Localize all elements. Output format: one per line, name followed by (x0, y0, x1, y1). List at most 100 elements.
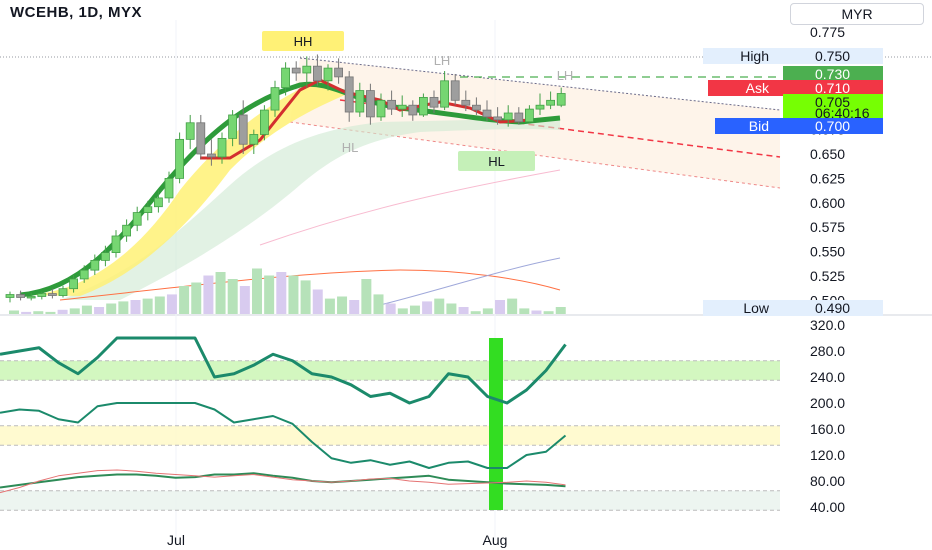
price-label-box (783, 66, 883, 82)
candle[interactable] (249, 129, 259, 154)
candle[interactable] (122, 219, 131, 242)
candle[interactable] (217, 132, 227, 164)
candle[interactable] (493, 107, 503, 125)
candle[interactable] (101, 245, 110, 267)
candle[interactable] (365, 83, 375, 125)
candle[interactable] (69, 275, 78, 293)
volume-bar (422, 301, 433, 314)
volume-bar (385, 303, 396, 314)
candle[interactable] (514, 107, 524, 125)
candle[interactable] (376, 93, 386, 121)
candle[interactable] (525, 105, 534, 123)
candle[interactable] (355, 82, 365, 117)
candle-body (493, 116, 503, 121)
candles-layer[interactable] (5, 54, 566, 303)
candle-body (196, 122, 206, 155)
candle[interactable] (79, 265, 89, 283)
candle[interactable] (334, 58, 344, 84)
candle[interactable] (37, 291, 47, 300)
candle[interactable] (556, 87, 566, 108)
volume-bar (482, 308, 493, 314)
currency-button[interactable]: MYR (790, 3, 924, 25)
price-tick: 0.775 (810, 24, 845, 40)
volume-bar (349, 300, 360, 314)
candle[interactable] (408, 100, 418, 121)
indicator-layer (0, 336, 780, 511)
candle-body (48, 293, 57, 296)
candle[interactable] (26, 292, 36, 301)
volume-bar (531, 310, 542, 314)
candle[interactable] (291, 61, 301, 81)
price-tick: 0.575 (810, 219, 845, 235)
candle[interactable] (482, 100, 492, 121)
volume-layer (9, 268, 566, 314)
candle-body (217, 137, 227, 158)
candle[interactable] (206, 139, 216, 166)
candle[interactable] (111, 230, 121, 258)
candle[interactable] (397, 95, 407, 117)
indicator-tick: 280.0 (810, 343, 845, 359)
candle[interactable] (471, 97, 481, 115)
candle[interactable] (16, 290, 26, 301)
candle[interactable] (503, 105, 513, 127)
candle[interactable] (5, 291, 15, 303)
price-tick: 0.650 (810, 146, 845, 162)
candle[interactable] (461, 90, 471, 112)
candle[interactable] (90, 254, 100, 276)
candle-body (334, 67, 344, 78)
volume-bar (519, 308, 530, 314)
candle-body (90, 259, 100, 271)
price-label-name: Ask (746, 80, 770, 96)
candle[interactable] (418, 93, 428, 117)
candle[interactable] (48, 288, 57, 299)
candle[interactable] (450, 73, 460, 106)
candle[interactable] (185, 114, 195, 150)
candle[interactable] (196, 114, 206, 159)
candle-body (111, 235, 121, 253)
candle-body (376, 99, 386, 118)
candle[interactable] (344, 71, 354, 122)
volume-bar (45, 311, 56, 314)
candle[interactable] (58, 285, 68, 298)
candle[interactable] (429, 90, 439, 114)
candle[interactable] (175, 132, 185, 184)
candle[interactable] (259, 105, 269, 141)
candle[interactable] (228, 110, 238, 147)
candle[interactable] (546, 91, 555, 110)
candle[interactable] (535, 93, 545, 115)
volume-bar (191, 282, 202, 314)
candle[interactable] (312, 54, 322, 86)
candle-body (503, 112, 513, 121)
candle[interactable] (387, 90, 397, 115)
volume-bar (507, 298, 518, 314)
price-label-tag (708, 80, 783, 96)
candle[interactable] (323, 64, 333, 91)
candle[interactable] (281, 62, 291, 96)
candle-body (79, 269, 89, 280)
volume-bar (288, 275, 299, 314)
candle[interactable] (143, 200, 153, 221)
candle-body (228, 114, 238, 139)
candle[interactable] (238, 100, 248, 154)
candle[interactable] (153, 190, 163, 213)
candle-body (69, 278, 78, 290)
volume-bar (94, 307, 105, 314)
price-label-value: 0.490 (815, 300, 850, 316)
candle[interactable] (270, 80, 280, 117)
candle-body (58, 288, 68, 296)
candle-body (514, 112, 524, 123)
candle[interactable] (440, 71, 450, 111)
volume-bar (166, 294, 177, 314)
volume-bar (118, 301, 129, 314)
price-tick: 0.550 (810, 244, 845, 260)
candle-body (132, 212, 142, 226)
candle-body (270, 87, 280, 111)
volume-bar (555, 307, 566, 314)
candle[interactable] (164, 171, 174, 203)
indicator-line (0, 469, 566, 494)
candle[interactable] (302, 56, 312, 88)
price-label-tag (715, 118, 783, 134)
price-label-tag (703, 48, 783, 64)
candle[interactable] (132, 206, 142, 232)
